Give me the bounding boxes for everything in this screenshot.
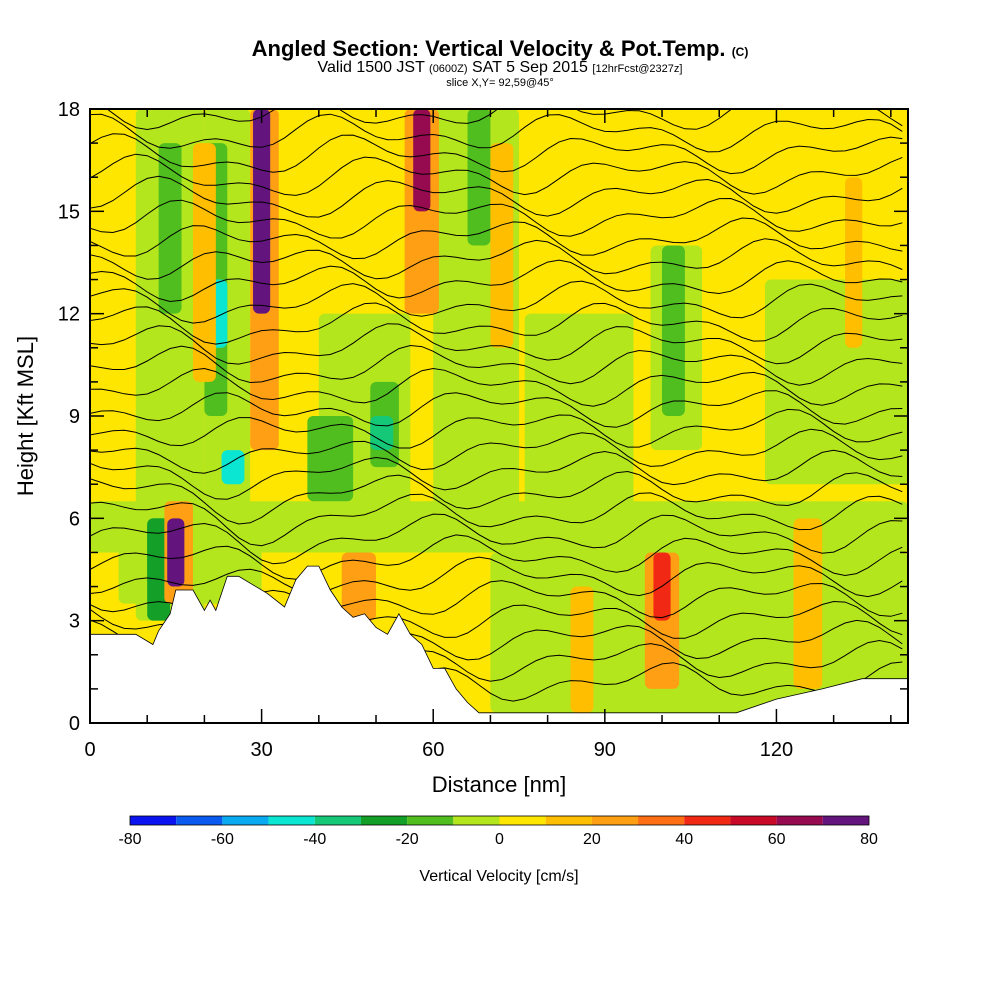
colorbar-segment: [360, 816, 408, 825]
downdraft-band: [158, 143, 182, 314]
colorbar-segment: [268, 816, 315, 825]
downdraft-band: [662, 245, 685, 416]
colorbar-segment: [776, 816, 823, 825]
y-tick-label: 0: [69, 713, 80, 735]
isentrope-line: [90, 408, 903, 449]
colorbar-segment: [453, 816, 500, 825]
x-tick-label: 90: [594, 739, 616, 761]
y-tick-label: 15: [58, 201, 80, 223]
colorbar-tick-label: 0: [495, 831, 504, 848]
axis-ticks: 0 30 60 90 120 0 3 6 9 12 15 18: [58, 99, 908, 761]
isentrope-line: [90, 259, 903, 303]
terrain-mask: [89, 565, 909, 724]
isentrope-line: [90, 302, 903, 345]
valid-date: SAT 5 Sep 2015: [472, 59, 588, 76]
y-tick-label: 9: [69, 406, 80, 428]
slice-info: slice X,Y= 92,59@45°: [446, 77, 554, 89]
weak-downdraft-band: [764, 279, 908, 485]
colorbar-tick-label: 60: [768, 831, 786, 848]
isentrope-line: [90, 449, 903, 500]
colorbar-frame: [129, 815, 870, 826]
valid-zulu: (0600Z): [429, 63, 468, 75]
isentrope-line: [90, 556, 903, 598]
isentrope-line: [90, 197, 903, 239]
isentrope-line: [90, 534, 903, 580]
isentrope-line: [90, 280, 903, 324]
downdraft-core: [221, 450, 245, 485]
isentrope-line: [90, 428, 903, 474]
updraft-band: [570, 586, 594, 713]
isentrope-line: [90, 153, 903, 196]
y-tick-label: 3: [69, 611, 80, 633]
title-main: Angled Section: Vertical Velocity & Pot.…: [251, 36, 726, 61]
updraft-band: [490, 143, 514, 348]
weak-downdraft-band: [90, 501, 908, 553]
isentrope-line: [106, 109, 903, 131]
isentrope-line: [90, 238, 903, 280]
colorbar-tick-label: -60: [211, 831, 234, 848]
colorbar-label: Vertical Velocity [cm/s]: [419, 868, 578, 885]
colorbar-segment: [222, 816, 269, 825]
colorbar-segment: [822, 816, 869, 825]
downdraft-core: [370, 416, 394, 451]
colorbar-segment: [545, 816, 592, 825]
colorbar-segment: [591, 816, 639, 825]
y-tick-label: 12: [58, 304, 80, 326]
colorbar-tick-label: 20: [583, 831, 601, 848]
title-units-tag: (C): [731, 45, 749, 59]
forecast-tag: [12hrFcst@2327z]: [592, 63, 683, 75]
isentrope-line: [90, 133, 903, 175]
y-tick-label: 18: [58, 99, 80, 121]
terrain-profile: [89, 565, 909, 724]
valid-prefix: Valid 1500 JST: [317, 59, 425, 76]
downdraft-band: [467, 109, 491, 246]
colorbar-segment: [314, 816, 361, 825]
chart-subtitle: Valid 1500 JST (0600Z) SAT 5 Sep 2015 [1…: [0, 59, 1000, 77]
isentrope-line: [90, 175, 903, 218]
updraft-band: [793, 518, 823, 689]
colorbar-tick-label: 80: [860, 831, 878, 848]
colorbar-segment: [499, 816, 546, 825]
chart-title: Angled Section: Vertical Velocity & Pot.…: [0, 36, 1000, 62]
isentrope-line: [90, 390, 903, 428]
isentrope-line: [90, 470, 903, 525]
updraft-core: [413, 109, 431, 212]
x-tick-label: 60: [422, 739, 444, 761]
isentrope-line: [90, 513, 903, 565]
isentrope-line: [90, 323, 903, 365]
isentrope-line: [90, 113, 903, 153]
colorbar-segment: [730, 816, 777, 825]
colorbar-tick-label: 40: [675, 831, 693, 848]
x-tick-label: 30: [250, 739, 272, 761]
weak-downdraft-band: [524, 313, 634, 519]
isentrope-line: [90, 217, 903, 260]
x-tick-label: 0: [84, 739, 95, 761]
colorbar-segment: [130, 816, 177, 825]
colorbar-tick-label: -80: [118, 831, 141, 848]
weak-downdraft-band: [135, 109, 205, 621]
colorbar-tick-label: -20: [396, 831, 419, 848]
isentrope-line: [90, 367, 903, 407]
colorbar: -80 -60 -40 -20 0 20 40 60 80: [118, 815, 878, 848]
colorbar-segment: [407, 816, 454, 825]
colorbar-segment: [638, 816, 685, 825]
isentrope-line: [90, 492, 903, 547]
updraft-band: [192, 143, 216, 382]
colorbar-segment: [176, 816, 223, 825]
isentrope-line: [90, 344, 903, 386]
colorbar-tick-label: -40: [303, 831, 326, 848]
updraft-core: [167, 518, 185, 587]
x-axis-label: Distance [nm]: [432, 772, 567, 797]
y-axis-label: Height [Kft MSL]: [13, 336, 38, 496]
y-tick-label: 6: [69, 508, 80, 530]
downdraft-band: [307, 416, 354, 502]
x-tick-label: 120: [760, 739, 793, 761]
colorbar-segment: [684, 816, 731, 825]
